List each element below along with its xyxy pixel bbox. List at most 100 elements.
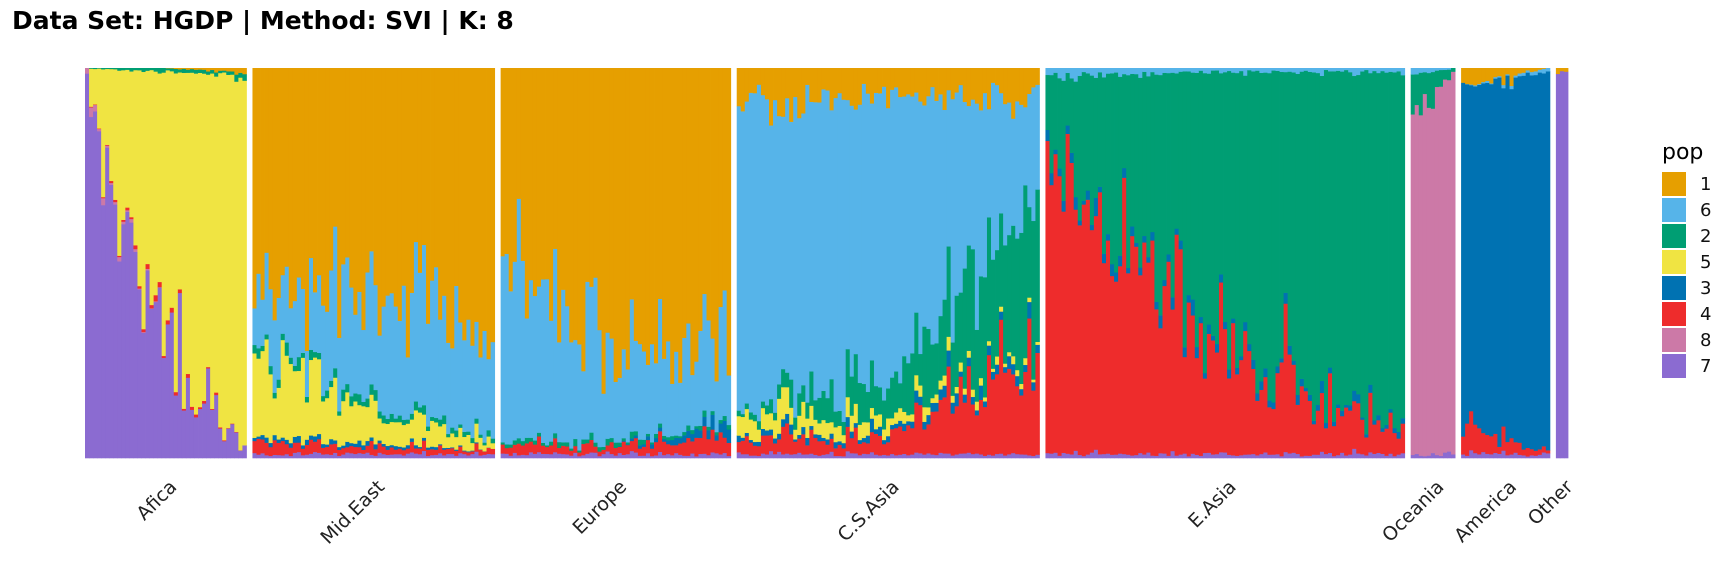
bar-segment xyxy=(773,453,778,459)
bar-segment xyxy=(995,249,1000,357)
bar-segment xyxy=(1138,267,1143,276)
bar-segment xyxy=(821,68,826,90)
bar-segment xyxy=(601,449,606,455)
bar-segment xyxy=(536,432,542,437)
bar-segment xyxy=(177,289,183,294)
bar-segment xyxy=(1214,68,1220,71)
bar-segment xyxy=(462,450,467,452)
bar-segment xyxy=(1364,437,1369,456)
bar-segment xyxy=(873,454,879,459)
bar-segment xyxy=(1023,454,1028,459)
bar-segment xyxy=(1352,68,1357,77)
bar-segment xyxy=(113,68,118,70)
bar-segment xyxy=(385,295,391,420)
bar-segment xyxy=(93,104,98,106)
bar-segment xyxy=(1166,261,1171,456)
bar-segment xyxy=(1049,184,1054,454)
bar-segment xyxy=(914,375,919,391)
bar-segment xyxy=(797,415,802,436)
bar-segment xyxy=(1045,129,1050,142)
bar-segment xyxy=(886,435,891,443)
bar-segment xyxy=(185,377,191,459)
bar-segment xyxy=(1210,340,1216,455)
bar-segment xyxy=(1348,405,1353,411)
bar-segment xyxy=(397,421,403,447)
bar-segment xyxy=(991,379,996,456)
bar-segment xyxy=(317,359,322,435)
bar-segment xyxy=(1537,454,1543,459)
bar-segment xyxy=(417,448,423,455)
bar-segment xyxy=(1360,419,1365,455)
bar-segment xyxy=(601,393,606,447)
bar-segment xyxy=(793,429,798,440)
bar-segment xyxy=(914,390,919,403)
bar-segment xyxy=(345,392,350,442)
bar-segment xyxy=(508,455,514,459)
bar-segment xyxy=(1489,83,1494,85)
bar-segment xyxy=(373,284,378,391)
bar-segment xyxy=(426,447,431,450)
bar-segment xyxy=(1271,454,1276,459)
bar-segment xyxy=(1247,454,1252,459)
bar-segment xyxy=(1344,69,1349,406)
bar-segment xyxy=(409,419,415,439)
bar-segment xyxy=(462,451,467,455)
bar-segment xyxy=(288,455,294,459)
bar-segment xyxy=(1442,68,1448,71)
bar-segment xyxy=(1513,75,1518,78)
bar-segment xyxy=(1279,456,1284,459)
bar-segment xyxy=(264,68,270,253)
bar-segment xyxy=(296,277,302,358)
bar-segment xyxy=(682,337,687,433)
bar-segment xyxy=(629,299,635,432)
bar-segment xyxy=(1097,192,1103,455)
bar-segment xyxy=(504,68,510,255)
bar-segment xyxy=(637,448,643,456)
bar-segment xyxy=(654,441,659,456)
bar-segment xyxy=(466,431,471,435)
bar-segment xyxy=(121,68,126,71)
bar-segment xyxy=(736,435,742,443)
bar-segment xyxy=(385,454,391,459)
bar-segment xyxy=(325,397,330,445)
legend-label: 7 xyxy=(1700,355,1712,377)
bar-segment xyxy=(1170,72,1176,298)
bar-segment xyxy=(252,440,257,454)
bar-segment xyxy=(470,345,475,439)
bar-segment xyxy=(999,453,1004,459)
bar-segment xyxy=(974,103,980,330)
bar-segment xyxy=(817,455,822,459)
bar-segment xyxy=(256,438,261,455)
bar-segment xyxy=(1239,70,1244,357)
bar-segment xyxy=(454,285,459,431)
bar-segment xyxy=(966,350,972,358)
bar-segment xyxy=(1384,68,1389,73)
bar-segment xyxy=(861,437,867,443)
bar-segment xyxy=(393,449,399,455)
bar-segment xyxy=(214,392,219,396)
bar-segment xyxy=(1031,68,1036,88)
bar-segment xyxy=(536,68,542,287)
bar-segment xyxy=(942,109,948,300)
bar-segment xyxy=(454,68,459,287)
legend-item: 7 xyxy=(1662,353,1711,379)
bar-segment xyxy=(313,351,318,358)
bar-segment xyxy=(714,381,720,433)
bar-segment xyxy=(1447,79,1452,452)
bar-segment xyxy=(898,454,903,459)
bar-segment xyxy=(421,68,427,246)
bar-segment xyxy=(1319,451,1325,459)
bar-segment xyxy=(417,412,423,448)
bar-segment xyxy=(662,438,667,442)
bar-segment xyxy=(93,68,98,105)
bar-segment xyxy=(722,452,728,459)
bar-segment xyxy=(736,410,742,417)
bar-segment xyxy=(1101,68,1107,78)
bar-segment xyxy=(1122,73,1127,169)
bar-segment xyxy=(169,307,175,313)
bar-segment xyxy=(125,211,130,459)
bar-segment xyxy=(942,385,948,398)
bar-segment xyxy=(169,312,175,459)
bar-segment xyxy=(1045,140,1050,454)
bar-segment xyxy=(470,453,475,459)
